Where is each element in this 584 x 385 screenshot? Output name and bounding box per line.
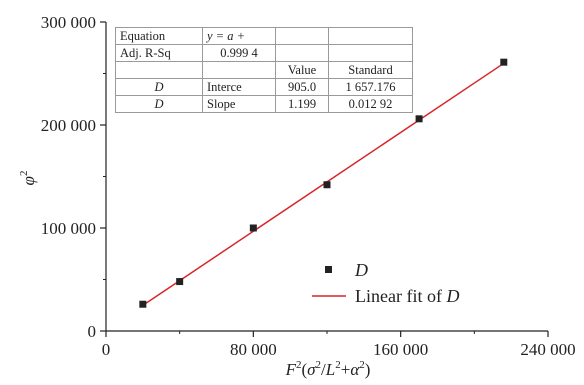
ticks-layer: 0 80 000 160 000 240 000 0 100 000 200 000 300 …: [41, 13, 576, 359]
table-cell: 905.0: [275, 78, 329, 96]
data-point: [323, 181, 331, 189]
x-tick-label: 160 000: [373, 340, 428, 359]
table-row: Value Standard: [115, 61, 413, 79]
table-cell: [275, 44, 329, 62]
x-tick-label: 0: [102, 340, 111, 359]
table-cell: 1 657.176: [328, 78, 413, 96]
table-cell: [328, 44, 413, 62]
data-point: [415, 115, 423, 123]
table-cell: Equation: [115, 27, 203, 45]
fit-layer: [142, 62, 505, 306]
x-tick-label: 80 000: [230, 340, 277, 359]
table-row: Adj. R-Sq 0.999 4: [115, 44, 413, 62]
table-cell: [202, 61, 276, 79]
y-tick-label: 300 000: [41, 13, 96, 32]
table-cell: y = a +: [202, 27, 276, 45]
legend: D Linear fit of D: [312, 260, 459, 306]
points-layer: [139, 58, 508, 308]
table-cell: 1.199: [275, 95, 329, 113]
data-point: [500, 58, 508, 66]
table-cell: [115, 61, 203, 79]
table-cell: 0.012 92: [328, 95, 413, 113]
table-cell: Interce: [202, 78, 276, 96]
table-cell: Standard: [328, 61, 413, 79]
x-tick-label: 240 000: [520, 340, 575, 359]
table-cell: [328, 27, 413, 45]
table-cell: D: [115, 95, 203, 113]
data-point: [139, 300, 147, 308]
y-axis-label: φ2: [18, 171, 38, 186]
data-point: [249, 224, 257, 232]
y-tick-label: 0: [88, 322, 97, 341]
legend-fit-letter: D: [445, 286, 459, 306]
table-row: D Interce 905.0 1 657.176: [115, 78, 413, 96]
x-axis-label: F2(σ2/L2+α2): [285, 359, 371, 379]
y-tick-label: 100 000: [41, 219, 96, 238]
table-cell: Adj. R-Sq: [115, 44, 203, 62]
table-cell: [275, 27, 329, 45]
y-tick-label: 200 000: [41, 116, 96, 135]
table-row: D Slope 1.199 0.012 92: [115, 95, 413, 113]
table-cell: D: [115, 78, 203, 96]
data-point: [176, 278, 184, 286]
table-row: Equation y = a +: [115, 27, 413, 45]
legend-marker-square: [325, 266, 332, 273]
table-cell: Value: [275, 61, 329, 79]
fit-line: [142, 62, 505, 306]
table-cell: Slope: [202, 95, 276, 113]
table-cell: 0.999 4: [202, 44, 276, 62]
legend-label-fit: Linear fit of D: [355, 286, 459, 306]
fit-statistics-table: Equation y = a + Adj. R-Sq 0.999 4 Value…: [115, 27, 413, 113]
legend-fit-text: Linear fit of: [355, 286, 446, 306]
legend-label-points: D: [354, 260, 368, 280]
